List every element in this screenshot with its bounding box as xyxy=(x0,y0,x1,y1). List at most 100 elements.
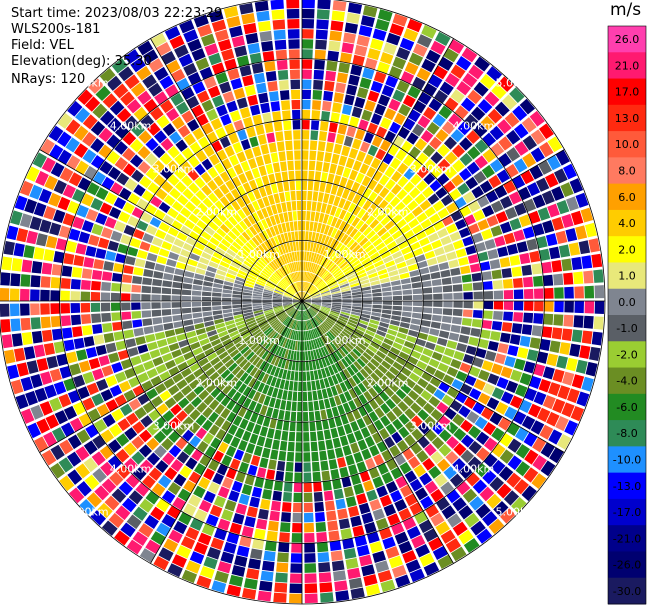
velocity-gate xyxy=(376,211,387,222)
velocity-gate xyxy=(265,266,274,274)
velocity-gate xyxy=(273,292,283,296)
velocity-gate xyxy=(417,115,431,129)
velocity-gate xyxy=(182,313,193,320)
velocity-gate xyxy=(254,283,265,289)
velocity-gate xyxy=(305,310,309,320)
velocity-gate xyxy=(243,217,252,228)
velocity-gate xyxy=(274,172,282,183)
velocity-gate xyxy=(584,285,595,299)
velocity-gate xyxy=(237,343,248,352)
velocity-gate xyxy=(505,380,519,394)
velocity-gate xyxy=(325,183,333,194)
velocity-gate xyxy=(86,182,100,196)
velocity-gate xyxy=(568,242,581,256)
velocity-gate xyxy=(339,370,348,381)
velocity-gate xyxy=(302,29,314,39)
velocity-gate xyxy=(402,295,413,301)
velocity-gate xyxy=(293,261,297,272)
velocity-gate xyxy=(238,234,248,244)
velocity-gate xyxy=(320,256,327,266)
velocity-gate xyxy=(310,211,316,222)
velocity-gate xyxy=(252,305,263,309)
velocity-gate xyxy=(553,168,568,184)
velocity-gate xyxy=(290,370,295,381)
velocity-gate xyxy=(350,285,361,291)
velocity-gate xyxy=(388,382,399,393)
velocity-gate xyxy=(211,301,222,306)
velocity-gate xyxy=(342,249,351,258)
velocity-gate xyxy=(221,48,235,61)
velocity-gate xyxy=(216,149,228,162)
velocity-gate xyxy=(499,433,514,448)
velocity-gate xyxy=(372,304,382,309)
velocity-gate xyxy=(284,305,294,310)
velocity-gate xyxy=(270,449,279,460)
colorbar-swatch xyxy=(608,498,646,526)
velocity-gate xyxy=(53,179,67,195)
velocity-gate xyxy=(295,241,299,251)
velocity-gate xyxy=(384,166,396,178)
velocity-gate xyxy=(262,306,273,310)
velocity-gate xyxy=(433,293,443,300)
velocity-gate xyxy=(242,452,253,464)
velocity-gate xyxy=(443,243,455,253)
velocity-gate xyxy=(337,123,348,135)
velocity-gate xyxy=(500,221,512,234)
velocity-gate xyxy=(248,324,259,331)
velocity-gate xyxy=(416,152,429,165)
velocity-gate xyxy=(458,529,474,545)
velocity-gate xyxy=(61,327,73,339)
velocity-gate xyxy=(302,292,306,301)
velocity-gate xyxy=(254,0,269,12)
velocity-gate xyxy=(479,180,493,194)
velocity-gate xyxy=(252,307,263,312)
colorbar-tick-label: 1.0 xyxy=(618,270,636,283)
velocity-gate xyxy=(522,135,538,151)
velocity-gate xyxy=(223,312,233,318)
velocity-gate xyxy=(231,176,242,188)
velocity-gate xyxy=(526,182,541,197)
velocity-gate xyxy=(330,308,341,313)
velocity-gate xyxy=(322,302,332,304)
velocity-gate xyxy=(219,196,230,207)
velocity-gate xyxy=(320,347,327,357)
velocity-gate xyxy=(221,477,234,489)
velocity-gate xyxy=(357,342,367,351)
velocity-gate xyxy=(243,375,253,386)
velocity-gate xyxy=(166,258,177,268)
velocity-gate xyxy=(396,218,407,229)
velocity-gate xyxy=(463,301,473,309)
velocity-gate xyxy=(409,568,425,583)
velocity-gate xyxy=(331,363,339,374)
velocity-gate xyxy=(276,203,283,214)
velocity-gate xyxy=(513,478,529,495)
velocity-gate xyxy=(494,353,507,365)
velocity-gate xyxy=(295,170,301,180)
velocity-gate xyxy=(124,74,140,90)
velocity-gate xyxy=(353,385,363,396)
velocity-gate xyxy=(484,91,500,107)
velocity-gate xyxy=(260,144,270,155)
velocity-gate xyxy=(307,330,311,341)
velocity-gate xyxy=(239,372,249,383)
velocity-gate xyxy=(314,338,320,349)
velocity-gate xyxy=(313,481,322,492)
velocity-gate xyxy=(147,182,160,195)
velocity-gate xyxy=(287,160,294,171)
velocity-gate xyxy=(511,323,523,334)
velocity-gate xyxy=(575,225,588,240)
velocity-gate xyxy=(321,294,332,298)
velocity-gate xyxy=(302,19,315,29)
velocity-gate xyxy=(303,442,310,452)
velocity-gate xyxy=(496,483,512,499)
velocity-gate xyxy=(99,202,113,215)
velocity-gate xyxy=(273,193,281,204)
velocity-gate xyxy=(452,413,465,427)
velocity-gate xyxy=(278,450,287,461)
velocity-gate xyxy=(143,360,155,371)
velocity-gate xyxy=(209,371,220,382)
colorbar: 26.021.017.013.010.08.06.04.02.01.00.0-1… xyxy=(607,25,647,605)
velocity-gate xyxy=(374,395,385,406)
velocity-gate xyxy=(361,286,371,291)
velocity-gate xyxy=(252,303,262,307)
